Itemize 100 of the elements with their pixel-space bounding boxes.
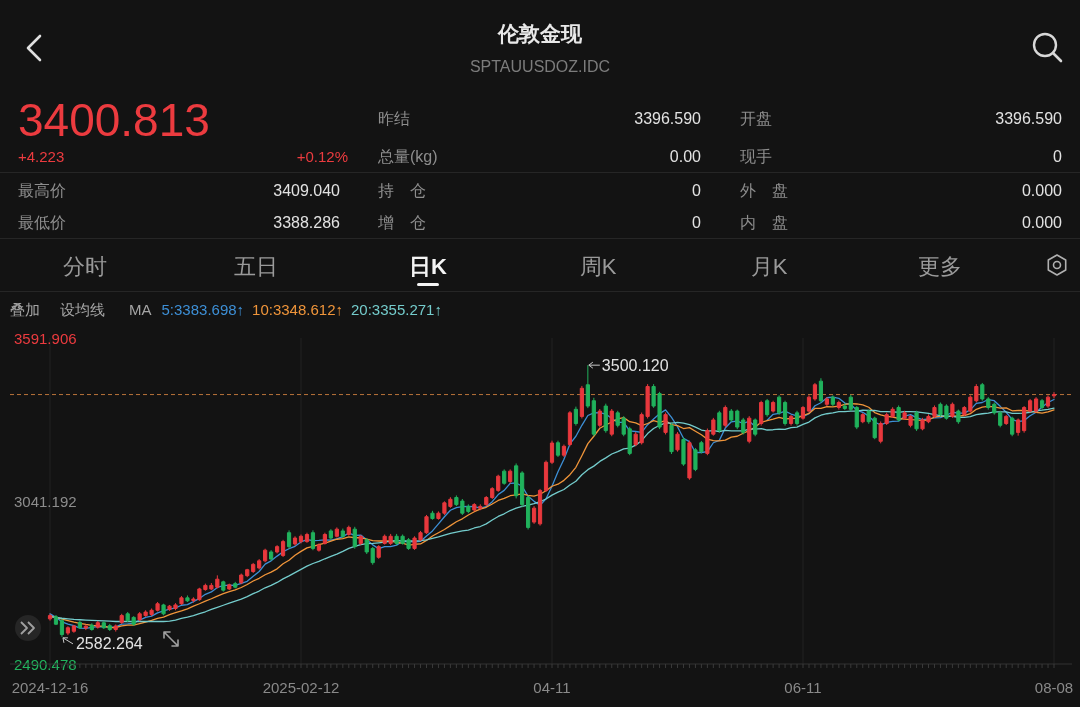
candlestick <box>245 568 250 578</box>
candlestick <box>537 488 543 527</box>
candlestick <box>765 398 770 418</box>
candlestick <box>747 415 752 444</box>
text: 内 盘 <box>740 213 788 231</box>
candlestick <box>1028 398 1033 414</box>
candlestick <box>298 534 304 544</box>
candlestick <box>824 396 829 407</box>
candlestick <box>717 410 722 434</box>
candlestick <box>1016 417 1021 437</box>
x-tick-label: 04-11 <box>533 678 571 696</box>
candlestick <box>555 440 561 458</box>
text: 周K <box>579 253 617 279</box>
candlestick <box>340 528 345 539</box>
candlestick <box>794 410 800 427</box>
candlestick <box>71 624 76 634</box>
candlestick <box>53 614 59 626</box>
candlestick <box>681 436 686 467</box>
candlestick <box>526 494 531 530</box>
candlestick <box>161 603 166 616</box>
candlestick <box>998 410 1003 428</box>
candlestick <box>358 534 363 546</box>
text: 昨结 <box>378 109 410 127</box>
candlestick <box>185 594 190 603</box>
candlestick <box>65 625 71 636</box>
candlestick <box>101 620 106 630</box>
candlestick <box>723 404 728 428</box>
candlestick <box>251 562 256 574</box>
candlestick <box>502 468 507 486</box>
candlestick <box>848 394 853 412</box>
candlestick <box>818 377 824 403</box>
text: 现手 <box>740 147 772 165</box>
candlestick <box>280 539 286 558</box>
candlestick <box>842 402 847 411</box>
candlestick <box>753 417 758 437</box>
candlestick <box>609 408 614 437</box>
text: +4.223 <box>18 147 65 165</box>
candlestick <box>59 618 65 638</box>
candlestick <box>854 405 859 430</box>
candlestick <box>579 385 584 419</box>
text: 更多 <box>918 253 962 279</box>
candlestick <box>95 620 100 630</box>
candlestick <box>1045 394 1051 409</box>
text: 0.000 <box>1021 213 1063 231</box>
candlestick <box>263 548 268 563</box>
candlestick <box>334 526 339 538</box>
candlestick <box>836 400 841 411</box>
chart-title: 伦敦金现 <box>497 21 583 45</box>
candlestick <box>269 549 274 562</box>
candlestick <box>77 620 82 630</box>
candlestick <box>777 394 782 416</box>
candlestick <box>508 468 513 485</box>
candlestick <box>603 403 608 434</box>
candlestick <box>812 382 818 402</box>
text: 最低价 <box>18 213 66 231</box>
candlestick <box>292 535 298 547</box>
candlestick <box>113 623 118 633</box>
x-tick-label: 2025-02-12 <box>262 678 340 696</box>
text: 持 仓 <box>378 181 426 199</box>
text: 3396.590 <box>995 109 1063 127</box>
text: 20:3355.271↑ <box>351 300 442 318</box>
x-tick-label: 2024-12-16 <box>11 678 89 696</box>
candlestick <box>179 595 184 606</box>
text: 0 <box>1053 147 1063 165</box>
candlestick <box>233 581 238 589</box>
candlestick <box>239 573 244 585</box>
text: 3400.813 <box>18 94 210 146</box>
text: 3396.590 <box>634 109 702 127</box>
candlestick <box>806 394 812 414</box>
text: 开盘 <box>740 109 772 127</box>
candlestick <box>221 580 226 593</box>
text: 日K <box>409 253 448 279</box>
x-tick-label: 06-11 <box>784 678 822 696</box>
candlestick <box>107 623 112 632</box>
text: 10:3348.612↑ <box>252 300 343 318</box>
candlestick <box>1004 414 1009 426</box>
text: 增 仓 <box>377 213 426 231</box>
text: 0 <box>692 213 702 231</box>
candlestick <box>1033 396 1039 414</box>
text: 0.000 <box>1021 181 1063 199</box>
candlestick <box>310 529 316 551</box>
candlestick <box>257 558 262 570</box>
candlestick <box>286 529 292 550</box>
text: 0.00 <box>669 147 702 165</box>
candlestick <box>782 400 788 427</box>
candlestick <box>549 440 555 465</box>
candlestick <box>346 525 351 537</box>
candlestick <box>860 412 865 424</box>
text: 叠加 <box>10 300 40 318</box>
candlestick <box>830 394 835 407</box>
candlestick <box>316 542 322 553</box>
candlestick <box>352 526 357 550</box>
candlestick <box>496 474 501 493</box>
text: 3388.286 <box>273 213 341 231</box>
candlestick <box>675 431 680 453</box>
annotation: 3500.120 <box>601 356 669 374</box>
annotation: 2582.264 <box>75 635 143 653</box>
candlestick <box>956 409 961 425</box>
text: 月K <box>750 253 788 279</box>
candlestick <box>227 583 232 591</box>
